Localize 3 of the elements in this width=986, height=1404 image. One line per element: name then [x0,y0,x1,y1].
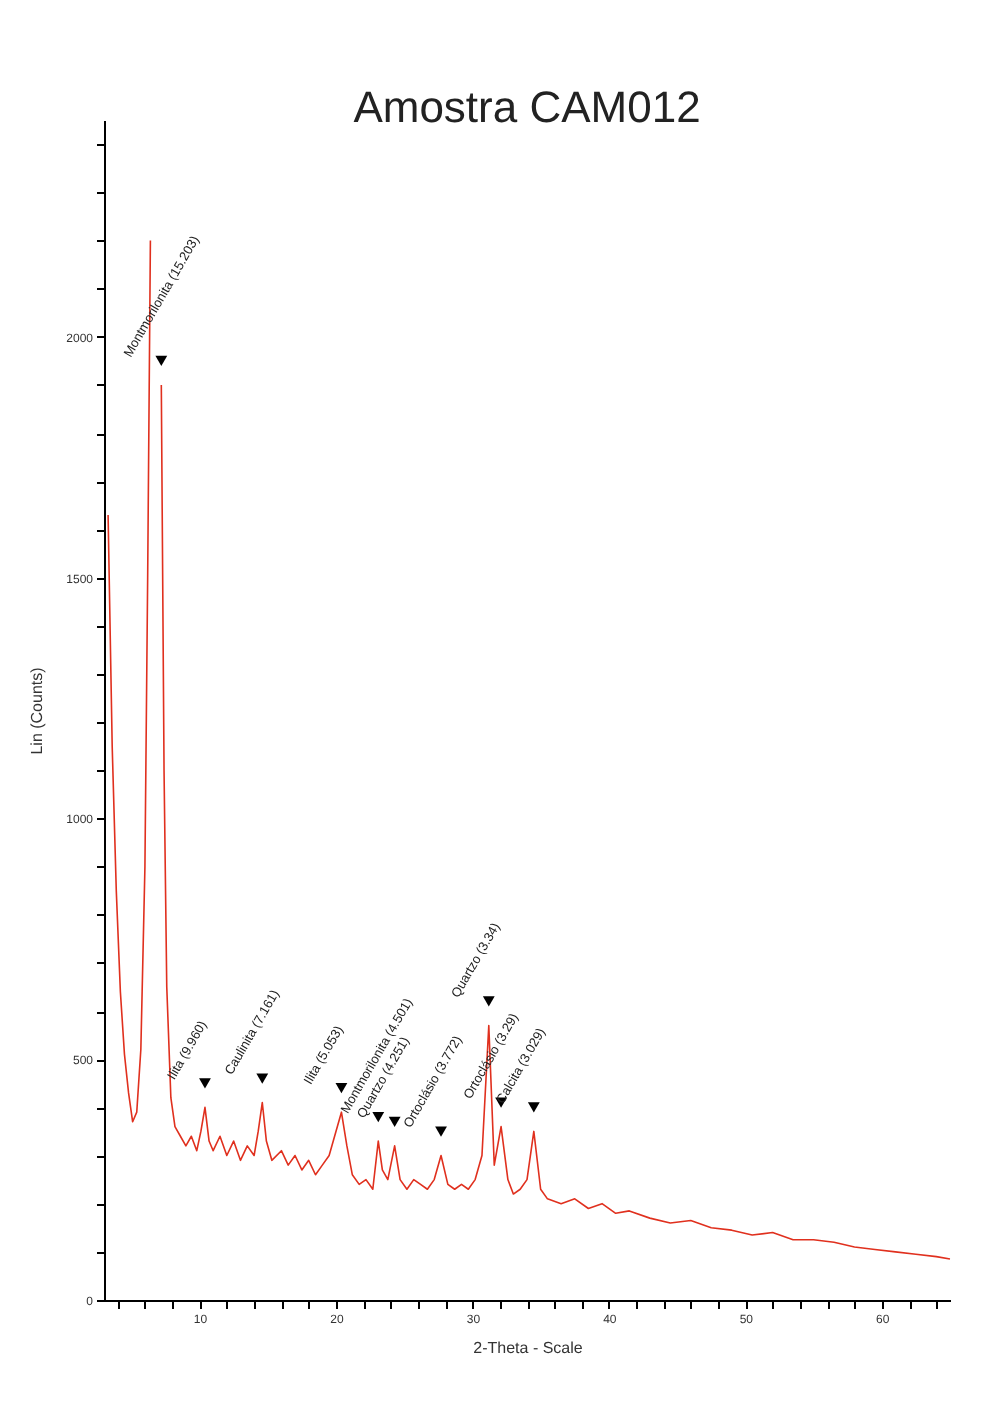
x-axis-title: 2-Theta - Scale [473,1339,584,1357]
chart-title: Amostra CAM012 [353,82,701,132]
y-axis-title: Lin (Counts) [28,666,47,755]
